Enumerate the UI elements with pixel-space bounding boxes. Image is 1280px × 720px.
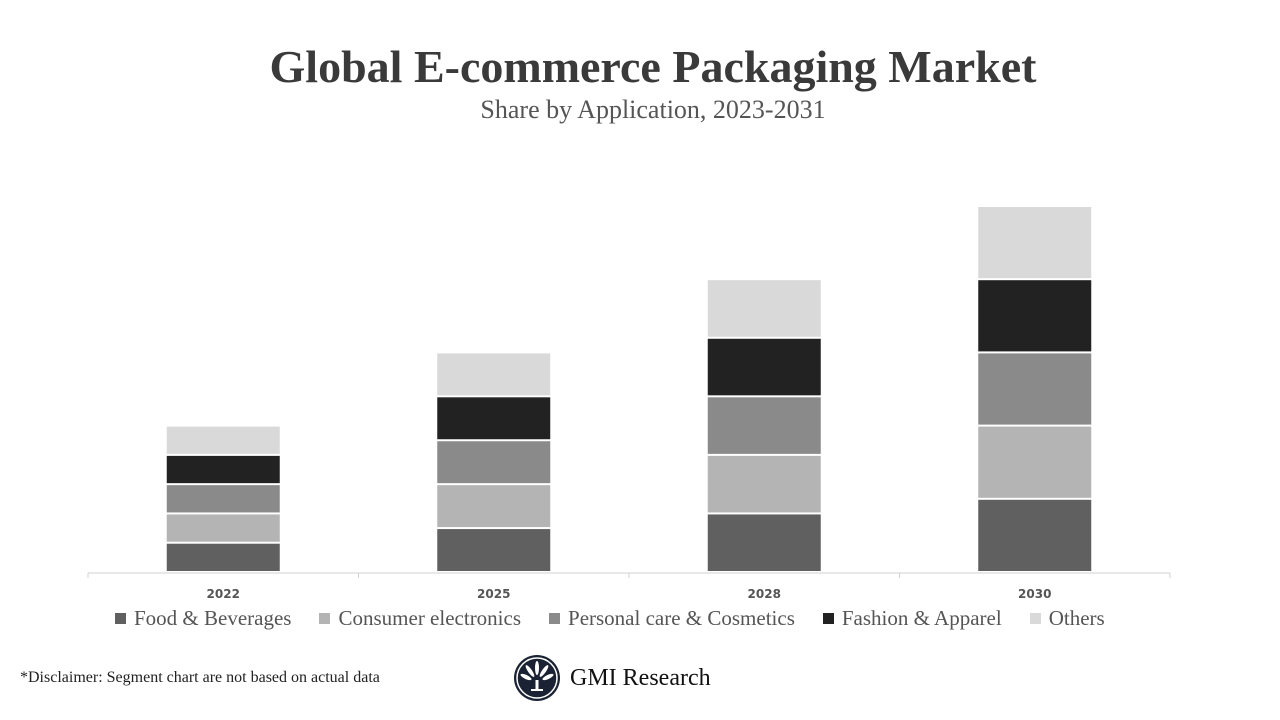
legend-label: Consumer electronics bbox=[338, 606, 522, 630]
bar-segment-food-beverages-2022 bbox=[166, 543, 280, 571]
legend: Food & Beverages Consumer electronics Pers… bbox=[115, 606, 1105, 631]
x-tick-label: 2022 bbox=[207, 587, 240, 600]
bar-segment-personal-care-cosmetics-2025 bbox=[437, 441, 551, 484]
legend-label: Personal care & Cosmetics bbox=[568, 606, 795, 630]
x-tick-label: 2025 bbox=[477, 587, 510, 600]
bar-segment-food-beverages-2030 bbox=[978, 499, 1092, 571]
bar-segment-personal-care-cosmetics-2022 bbox=[166, 485, 280, 513]
chart-subtitle: Share by Application, 2023-2031 bbox=[480, 95, 826, 124]
bar-segment-personal-care-cosmetics-2030 bbox=[978, 353, 1092, 425]
legend-label: Fashion & Apparel bbox=[841, 606, 1002, 630]
bar-segment-fashion-apparel-2030 bbox=[978, 280, 1092, 352]
stacked-bar-chart: 2022 2025 2028 2030 bbox=[87, 207, 1171, 600]
legend-swatch bbox=[1029, 613, 1041, 624]
legend-swatch bbox=[319, 613, 331, 624]
bar-segment-consumer-electronics-2025 bbox=[437, 485, 551, 528]
legend-label: Others bbox=[1048, 606, 1105, 630]
x-tick-label: 2030 bbox=[1018, 587, 1051, 600]
bar-segment-others-2028 bbox=[707, 280, 821, 337]
chart-title: Global E-commerce Packaging Market bbox=[269, 41, 1037, 92]
logo-text: GMI Research bbox=[570, 664, 711, 691]
legend-item: Others bbox=[1029, 606, 1105, 631]
bar-segment-personal-care-cosmetics-2028 bbox=[707, 397, 821, 454]
bar-segment-food-beverages-2028 bbox=[707, 514, 821, 571]
legend-item: Food & Beverages bbox=[115, 606, 291, 631]
legend-item: Fashion & Apparel bbox=[822, 606, 1002, 631]
bar-segment-fashion-apparel-2025 bbox=[437, 397, 551, 440]
bar-segment-fashion-apparel-2022 bbox=[166, 455, 280, 484]
bar-segment-consumer-electronics-2028 bbox=[707, 455, 821, 513]
bar-segment-others-2025 bbox=[437, 353, 551, 396]
bar-segment-others-2030 bbox=[978, 207, 1092, 279]
gmi-logo-icon bbox=[514, 655, 560, 701]
legend-item: Personal care & Cosmetics bbox=[549, 606, 795, 631]
bar-segment-consumer-electronics-2022 bbox=[166, 514, 280, 542]
x-tick-label: 2028 bbox=[748, 587, 781, 600]
legend-swatch bbox=[549, 613, 561, 624]
bar-segment-others-2022 bbox=[166, 426, 280, 454]
bar-segment-consumer-electronics-2030 bbox=[978, 426, 1092, 498]
legend-swatch bbox=[822, 613, 834, 624]
legend-item: Consumer electronics bbox=[319, 606, 521, 631]
disclaimer: *Disclaimer: Segment chart are not based… bbox=[20, 669, 380, 686]
gmi-logo: GMI Research bbox=[513, 654, 711, 702]
bar-segment-food-beverages-2025 bbox=[437, 529, 551, 571]
legend-swatch bbox=[115, 613, 126, 624]
legend-label: Food & Beverages bbox=[134, 606, 292, 630]
bar-segment-fashion-apparel-2028 bbox=[707, 338, 821, 396]
